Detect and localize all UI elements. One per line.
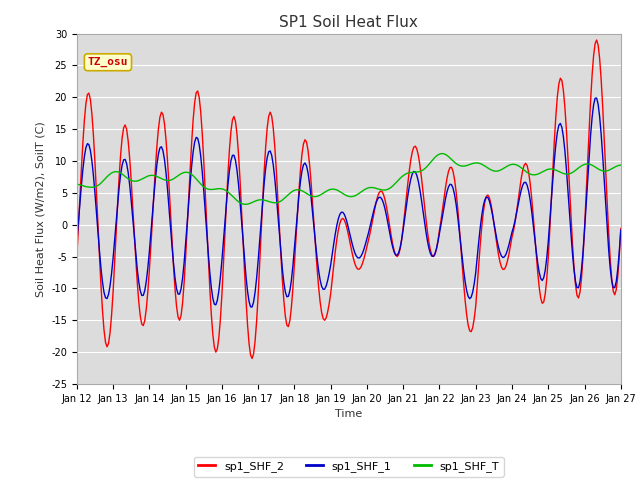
- sp1_SHF_2: [552, 114, 559, 120]
- sp1_SHF_T: [438, 151, 446, 156]
- sp1_SHF_2: [593, 37, 600, 43]
- sp1_SHF_2: [174, 314, 182, 320]
- Title: SP1 Soil Heat Flux: SP1 Soil Heat Flux: [280, 15, 418, 30]
- sp1_SHF_T: [617, 162, 625, 168]
- sp1_SHF_2: [88, 111, 96, 117]
- sp1_SHF_T: [554, 168, 561, 174]
- sp1_SHF_2: [384, 213, 392, 219]
- Y-axis label: Soil Heat Flux (W/m2), SoilT (C): Soil Heat Flux (W/m2), SoilT (C): [36, 121, 45, 297]
- sp1_SHF_2: [403, 195, 410, 201]
- sp1_SHF_1: [403, 204, 410, 210]
- sp1_SHF_1: [384, 221, 392, 227]
- Line: sp1_SHF_2: sp1_SHF_2: [77, 40, 621, 359]
- sp1_SHF_1: [617, 227, 625, 233]
- Line: sp1_SHF_1: sp1_SHF_1: [77, 98, 621, 307]
- sp1_SHF_1: [248, 304, 256, 310]
- sp1_SHF_1: [174, 291, 182, 297]
- sp1_SHF_1: [415, 178, 422, 184]
- sp1_SHF_2: [248, 356, 256, 361]
- sp1_SHF_2: [73, 254, 81, 260]
- Line: sp1_SHF_T: sp1_SHF_T: [77, 154, 621, 204]
- Legend: sp1_SHF_2, sp1_SHF_1, sp1_SHF_T: sp1_SHF_2, sp1_SHF_1, sp1_SHF_T: [194, 457, 504, 477]
- sp1_SHF_1: [73, 239, 81, 245]
- X-axis label: Time: Time: [335, 409, 362, 419]
- sp1_SHF_1: [593, 95, 600, 101]
- sp1_SHF_T: [73, 181, 81, 187]
- sp1_SHF_1: [88, 158, 96, 164]
- sp1_SHF_2: [415, 152, 422, 158]
- sp1_SHF_1: [552, 142, 559, 147]
- Text: TZ_osu: TZ_osu: [88, 57, 128, 67]
- sp1_SHF_T: [415, 169, 422, 175]
- sp1_SHF_T: [88, 184, 96, 190]
- sp1_SHF_T: [403, 171, 410, 177]
- sp1_SHF_2: [617, 226, 625, 231]
- sp1_SHF_T: [174, 173, 182, 179]
- sp1_SHF_T: [384, 186, 392, 192]
- sp1_SHF_T: [242, 202, 250, 207]
